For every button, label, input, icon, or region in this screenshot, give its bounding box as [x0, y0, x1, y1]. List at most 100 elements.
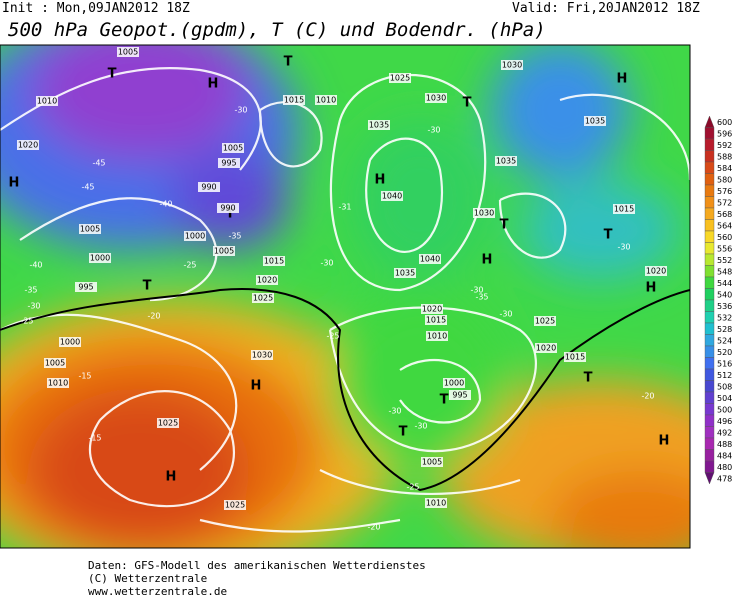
colorbar-swatch: [704, 414, 715, 427]
isobar-label: 1040: [382, 192, 402, 201]
isobar-label-bg: [421, 457, 443, 467]
temperature-label: -35: [24, 286, 37, 295]
colorbar-label: 556: [717, 244, 732, 253]
pressure-center: H: [166, 470, 177, 485]
isobar-label-bg: [534, 316, 556, 326]
colorbar-label: 560: [717, 233, 732, 242]
isobar-label: 1010: [316, 96, 336, 105]
temperature-label: -30: [427, 126, 440, 135]
colorbar-label: 492: [717, 428, 732, 437]
colorbar-label: 600: [717, 118, 732, 127]
colorbar-label: 516: [717, 359, 732, 368]
pressure-center: H: [9, 176, 20, 191]
colorbar-swatch: [704, 334, 715, 347]
isobar-label: 1020: [18, 141, 38, 150]
isobar-label: 1030: [474, 209, 494, 218]
isobar-label: 1025: [390, 74, 410, 83]
isobar-label-bg: [75, 282, 97, 292]
colorbar-swatch: [704, 242, 715, 255]
isobar-label-bg: [449, 390, 471, 400]
isobar-label: 1030: [252, 351, 272, 360]
isobar-label-bg: [217, 203, 239, 213]
isobar-label-bg: [222, 143, 244, 153]
isobar-label-bg: [501, 60, 523, 70]
colorbar-label: 540: [717, 290, 732, 299]
colorbar-swatch: [704, 311, 715, 324]
colorbar-label: 544: [717, 279, 732, 288]
colorbar-swatch: [704, 299, 715, 312]
isobar-label-bg: [564, 352, 586, 362]
colorbar-swatch: [704, 322, 715, 335]
title: 500 hPa Geopot.(gpdm), T (C) und Bodendr…: [8, 19, 546, 41]
colorbar-label: 572: [717, 198, 732, 207]
isobar-label: 1020: [422, 305, 442, 314]
colorbar-label: 478: [717, 474, 732, 483]
temperature-label: -25: [183, 261, 196, 270]
temperature-label: -45: [92, 159, 105, 168]
isobar-label: 1025: [225, 501, 245, 510]
colorbar-swatch: [704, 345, 715, 358]
temperature-label: -30: [27, 302, 40, 311]
colorbar-swatch: [704, 230, 715, 243]
isobar-label: 990: [201, 183, 216, 192]
colorbar-swatch: [704, 449, 715, 462]
colorbar-label: 480: [717, 463, 732, 472]
pressure-center: H: [208, 77, 219, 92]
pressure-center: H: [617, 72, 628, 87]
isobar-label: 1010: [37, 97, 57, 106]
isobar-label: 1035: [395, 269, 415, 278]
temperature-label: -30: [499, 310, 512, 319]
isobar-label: 1030: [426, 94, 446, 103]
isobar-label: 990: [220, 204, 235, 213]
isobar-label: 1015: [565, 353, 585, 362]
isobar-label: 1035: [369, 121, 389, 130]
isobar-label: 1015: [426, 316, 446, 325]
temperature-label: -25: [406, 483, 419, 492]
isobar-label: 995: [452, 391, 467, 400]
isobar-label: 1005: [214, 247, 234, 256]
isobar-label-bg: [17, 140, 39, 150]
isobar-label-bg: [256, 275, 278, 285]
colorbar-label: 512: [717, 371, 732, 380]
temperature-label: -30: [234, 106, 247, 115]
isobar-label: 1025: [253, 294, 273, 303]
isobar-label: 1005: [422, 458, 442, 467]
colorbar-swatch: [704, 472, 715, 485]
isobar-label-bg: [425, 93, 447, 103]
colorbar-swatch: [704, 161, 715, 174]
isobar-label-bg: [425, 498, 447, 508]
isobar-label-bg: [425, 315, 447, 325]
colorbar-swatch: [704, 150, 715, 163]
temperature-label: -30: [470, 286, 483, 295]
isobar-label-bg: [47, 378, 69, 388]
isobar-label-bg: [36, 96, 58, 106]
colorbar-label: 484: [717, 451, 732, 460]
colorbar-label: 564: [717, 221, 732, 230]
isobar-label-bg: [419, 254, 441, 264]
colorbar-label: 488: [717, 440, 732, 449]
temperature-label: -20: [367, 523, 380, 532]
map-frame: [0, 44, 691, 549]
isobar-label-bg: [89, 253, 111, 263]
isobar-label-bg: [535, 343, 557, 353]
isobar-label: 1005: [45, 359, 65, 368]
temperature-label: -30: [617, 243, 630, 252]
isobar-label-bg: [473, 208, 495, 218]
isobar-label: 1040: [420, 255, 440, 264]
isobar-label: 995: [78, 283, 93, 292]
colorbar-label: 552: [717, 256, 732, 265]
footer-line: www.wetterzentrale.de: [88, 585, 227, 598]
pressure-center: T: [143, 279, 152, 294]
temperature-label: -35: [228, 232, 241, 241]
isobar-label: 1020: [646, 267, 666, 276]
temperature-label: -30: [388, 407, 401, 416]
isobar-label: 1015: [284, 96, 304, 105]
colorbar-swatch: [704, 184, 715, 197]
colorbar-swatch: [704, 368, 715, 381]
colorbar-swatch: [704, 219, 715, 232]
colorbar-label: 508: [717, 382, 732, 391]
colorbar-swatch: [704, 403, 715, 416]
init: Init : Mon,09JAN2012 18Z: [2, 1, 190, 16]
isobar-label-bg: [157, 418, 179, 428]
colorbar-swatch: [704, 265, 715, 278]
